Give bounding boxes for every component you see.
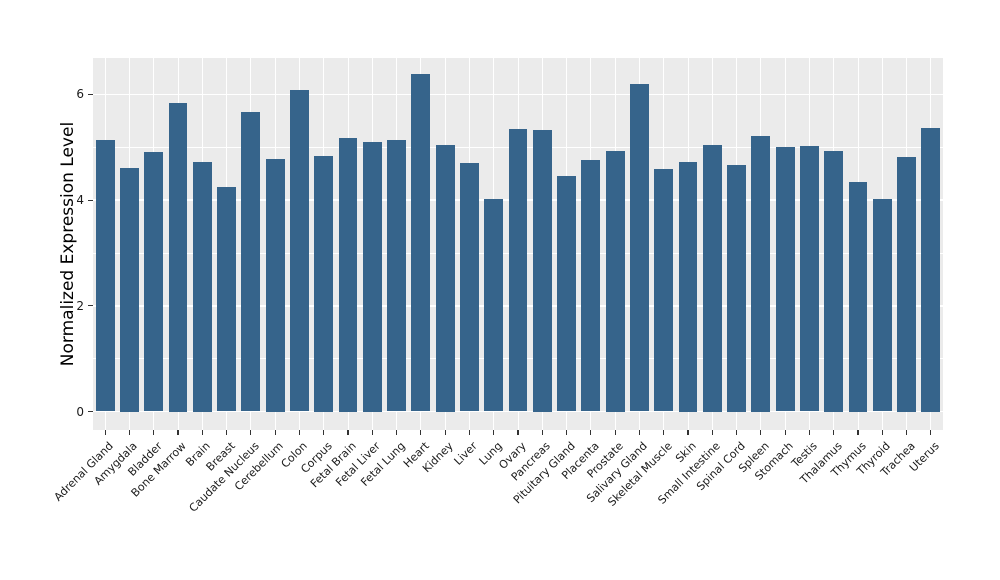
x-tick-mark [347,430,349,435]
bar-heart [411,73,431,412]
bar-fetal-lung [387,139,407,412]
y-tick-label: 4 [76,193,84,208]
bar-placenta [581,159,601,412]
x-tick-mark [808,430,811,435]
bar-spleen [751,136,771,412]
bar-fetal-liver [362,142,382,412]
x-tick-mark [930,430,932,435]
bar-cerebellum [265,159,285,412]
bar-amygdala [119,168,139,412]
bar-ovary [508,129,528,412]
x-tick-mark [735,430,738,435]
x-tick-mark [663,430,665,435]
x-tick-mark [565,430,568,435]
y-tick-mark [88,199,93,201]
x-tick-mark [104,430,106,435]
y-tick-label: 6 [76,87,84,102]
bar-bladder [144,152,164,412]
bar-brain [192,162,212,412]
bar-salivary-gland [629,84,649,412]
x-tick-mark [857,430,859,435]
bar-stomach [775,146,795,412]
bar-spinal-cord [727,165,747,412]
x-tick-mark [444,430,446,435]
x-tick-mark [225,430,228,435]
x-tick-mark [201,430,203,435]
y-tick-mark [88,410,93,413]
bar-breast [217,187,237,412]
x-tick-mark [590,430,592,435]
bar-corpus [314,155,334,412]
x-tick-mark [711,430,713,435]
bar-caudate-nucleus [241,111,261,412]
x-tick-mark [760,430,762,435]
bar-colon [289,90,309,412]
bar-trachea [897,156,917,412]
x-tick-label: Liver [451,439,481,468]
bar-fetal-brain [338,138,358,412]
x-tick-mark [420,430,422,435]
bar-lung [484,199,504,412]
x-tick-mark [687,430,689,435]
x-tick-mark [468,430,471,435]
x-tick-mark [395,430,398,435]
x-tick-mark [153,430,155,435]
x-tick-mark [493,430,495,435]
y-tick-label: 0 [76,404,84,419]
bar-skeletal-muscle [654,168,674,412]
x-tick-mark [128,430,131,435]
y-axis-title: Normalized Expression Level [58,121,78,367]
x-tick-mark [298,430,301,435]
bar-small-intestine [702,145,722,412]
bar-thyroid [872,199,892,412]
plot-panel [93,58,943,430]
y-tick-mark [88,93,93,96]
bar-thalamus [824,151,844,412]
bar-adrenal-gland [95,139,115,412]
major-gridline [93,410,943,413]
x-tick-mark [784,430,786,435]
y-tick-mark [88,305,93,307]
x-tick-mark [250,430,252,435]
bar-liver [459,163,479,412]
x-tick-mark [323,430,325,435]
x-tick-mark [177,430,179,435]
x-tick-mark [905,430,908,435]
x-tick-mark [638,430,641,435]
x-tick-mark [833,430,835,435]
bar-testis [799,145,819,412]
x-tick-mark [274,430,276,435]
bar-thymus [848,182,868,412]
x-tick-mark [881,430,883,435]
bar-skin [678,162,698,412]
bar-bone-marrow [168,103,188,412]
x-tick-mark [371,430,373,435]
bar-uterus [921,127,941,412]
bar-prostate [605,151,625,412]
x-tick-mark [517,430,519,435]
bar-pituitary-gland [557,175,577,412]
y-tick-label: 2 [76,298,84,313]
x-tick-mark [614,430,616,435]
bar-kidney [435,145,455,412]
x-tick-mark [541,430,543,435]
major-gridline [93,93,943,96]
bar-pancreas [532,129,552,412]
